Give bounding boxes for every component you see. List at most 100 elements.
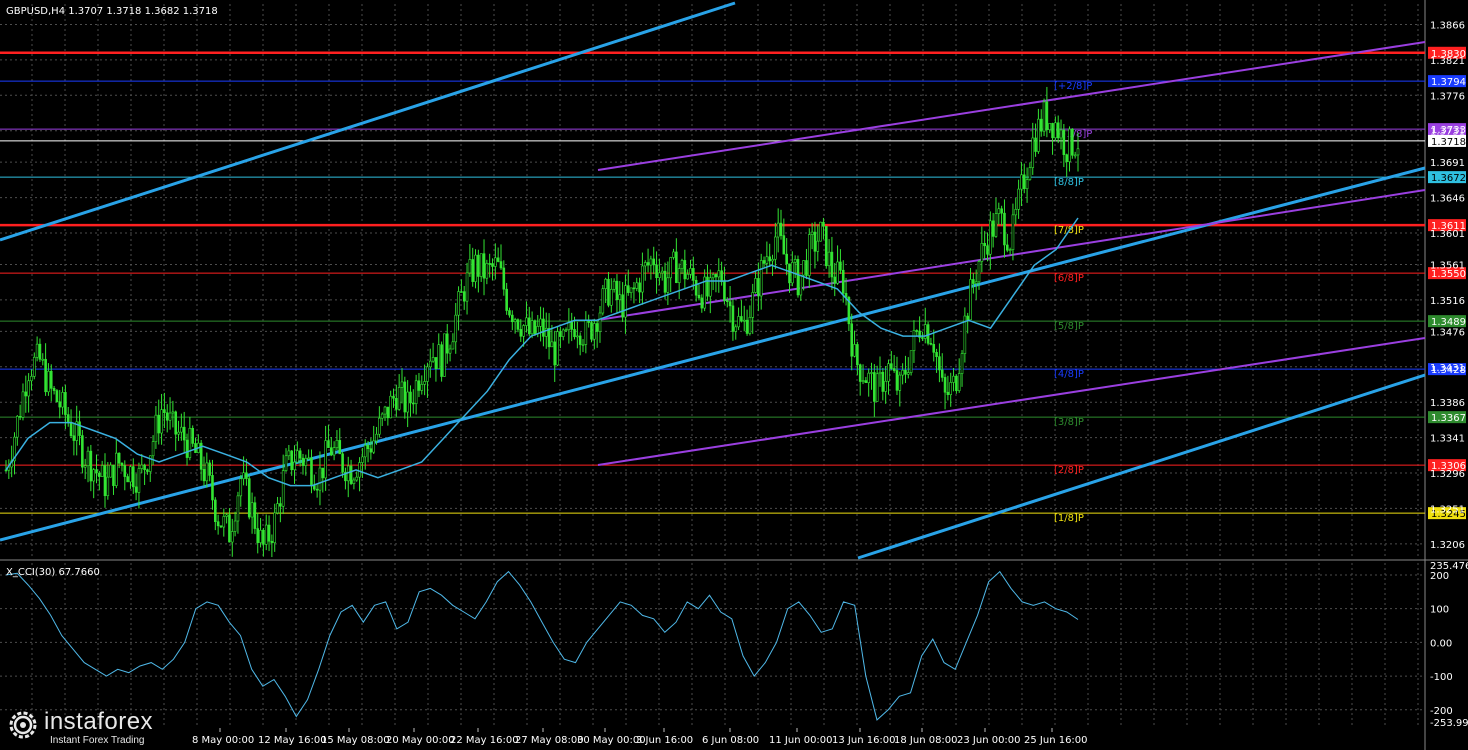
- candle-body: [858, 364, 862, 382]
- candle-body: [412, 402, 415, 405]
- candle-body: [117, 452, 121, 464]
- candle-body: [785, 253, 788, 265]
- candle-body: [779, 222, 783, 236]
- candle-body: [208, 462, 211, 476]
- candle-body: [1014, 209, 1018, 216]
- candle-body: [420, 384, 424, 391]
- candle-body: [225, 514, 228, 517]
- candle-body: [154, 414, 158, 442]
- candle-body: [807, 234, 811, 276]
- candle-body: [759, 260, 763, 297]
- candle-body: [21, 391, 25, 418]
- candle-body: [615, 280, 619, 301]
- candle-body: [109, 464, 112, 478]
- candle-body: [960, 353, 964, 374]
- candle-body: [230, 531, 234, 543]
- price-tick-label: 1.3476: [1430, 327, 1465, 338]
- candle-body: [103, 465, 107, 497]
- cci-tick-label: 0.00: [1430, 638, 1452, 649]
- candle-body: [655, 264, 658, 278]
- candle-body: [1008, 249, 1012, 251]
- candle-body: [485, 263, 489, 279]
- candle-body: [841, 269, 845, 294]
- candle-body: [1005, 244, 1009, 251]
- candle-body: [991, 220, 995, 237]
- candle-body: [810, 231, 814, 235]
- candle-body: [460, 291, 463, 293]
- candle-body: [1076, 148, 1080, 156]
- candle-body: [293, 461, 296, 471]
- cci-line: [5, 570, 1079, 721]
- candle-body: [1028, 167, 1032, 180]
- time-tick-label: 3 Jun 16:00: [636, 735, 693, 746]
- candle-body: [819, 221, 822, 242]
- candle-body: [83, 465, 87, 468]
- candle-body: [799, 274, 803, 296]
- cci-top-label: 235.4768: [1430, 561, 1468, 572]
- candle-body: [550, 341, 554, 348]
- level-price: 1.3830: [1431, 49, 1466, 60]
- candle-body: [216, 521, 220, 527]
- candle-body: [69, 421, 73, 437]
- candle-body: [1031, 137, 1035, 168]
- candle-body: [239, 478, 243, 497]
- candle-body: [296, 450, 299, 463]
- candle-body: [18, 416, 22, 418]
- candle-body: [392, 395, 395, 399]
- candle-body: [768, 256, 771, 262]
- candle-body: [813, 231, 817, 252]
- candle-body: [1011, 214, 1015, 250]
- moving-average: [5, 217, 1079, 487]
- candle-body: [366, 445, 370, 450]
- candle-body: [711, 274, 715, 279]
- price-tick-label: 1.3731: [1430, 127, 1465, 138]
- candle-body: [426, 366, 429, 382]
- candle-body: [378, 417, 381, 435]
- murrey-label: [3/8]P: [1054, 417, 1084, 428]
- candle-body: [1017, 188, 1020, 210]
- level-price: 1.3550: [1431, 269, 1466, 280]
- murrey-label: [8/8]P: [1054, 177, 1084, 188]
- candle-body: [887, 363, 890, 382]
- candle-body: [595, 323, 599, 332]
- candle-body: [129, 466, 132, 483]
- candle-body: [1048, 123, 1052, 131]
- price-tick-label: 1.3296: [1430, 469, 1465, 480]
- candle-body: [994, 213, 998, 237]
- trend-line: [857, 373, 1426, 560]
- murrey-label: [2/8]P: [1054, 465, 1084, 476]
- level-price: 1.3672: [1431, 173, 1466, 184]
- candle-body: [677, 268, 681, 283]
- candle-body: [533, 320, 537, 335]
- candle-body: [395, 398, 398, 410]
- candle-body: [41, 358, 45, 361]
- candle-body: [909, 350, 913, 373]
- candle-body: [363, 445, 367, 458]
- candle-body: [802, 260, 805, 276]
- candle-body: [957, 373, 961, 391]
- candle-body: [380, 413, 384, 419]
- candle-body: [723, 281, 726, 301]
- candle-body: [13, 436, 16, 462]
- candle-body: [120, 462, 124, 466]
- candle-body: [892, 368, 896, 371]
- candle-body: [989, 220, 992, 255]
- candle-body: [245, 472, 248, 479]
- candle-body: [700, 297, 704, 309]
- candle-body: [915, 330, 919, 332]
- candle-body: [400, 381, 404, 388]
- level-tag: [1428, 219, 1466, 232]
- time-tick-label: 25 Jun 16:00: [1024, 735, 1088, 746]
- level-tag: [1428, 411, 1466, 424]
- candle-body: [298, 450, 302, 459]
- candle-body: [205, 462, 209, 482]
- candle-body: [1068, 128, 1071, 162]
- candle-body: [754, 278, 757, 293]
- candle-body: [100, 465, 104, 477]
- trend-channels: [0, 1, 1426, 560]
- candle-body: [38, 343, 42, 360]
- candle-body: [327, 440, 330, 448]
- candle-body: [329, 447, 333, 456]
- candle-body: [881, 371, 885, 392]
